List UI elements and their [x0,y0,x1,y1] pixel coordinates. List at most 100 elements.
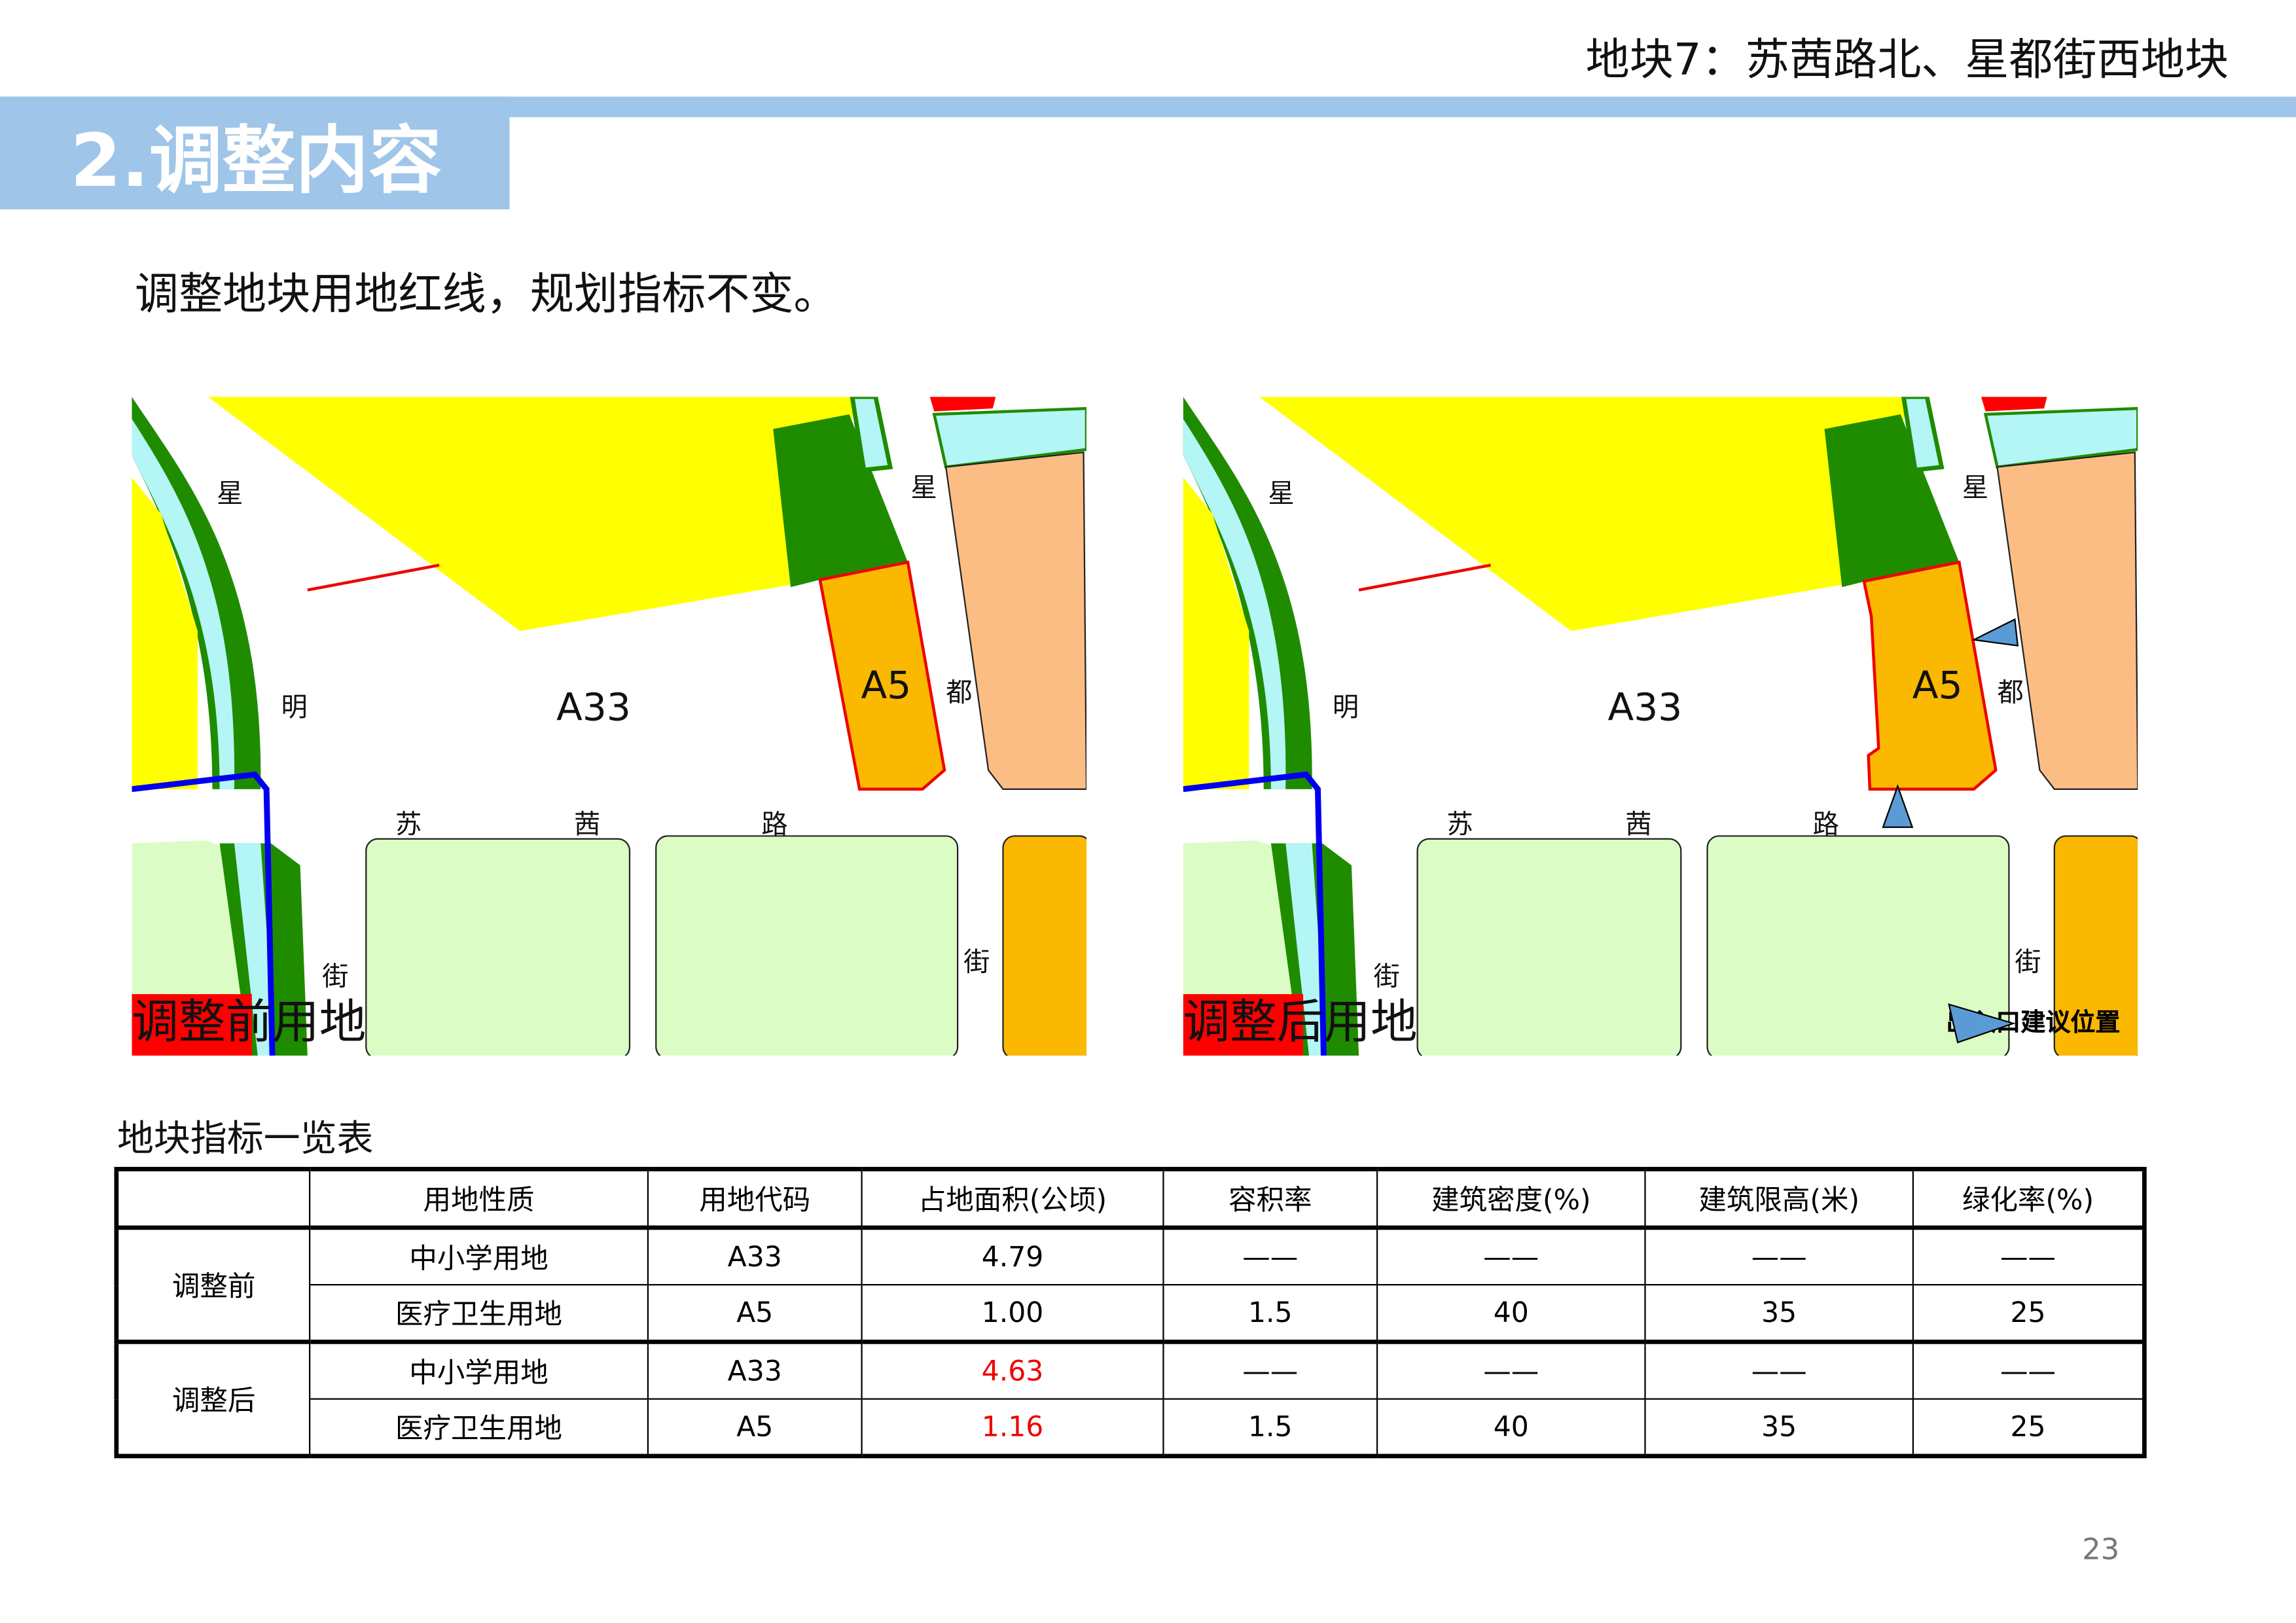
entrance-arrow-icon [1971,618,2019,647]
table-cell: 35 [1644,1284,1914,1344]
map-legend: 出入口建议位置 [1946,1001,2120,1044]
park-block-1 [1416,838,1682,1056]
table-header-row: 用地性质 用地代码 占地面积(公顷) 容积率 建筑密度(%) 建筑限高(米) 绿… [115,1167,2145,1230]
red-land-top [1981,397,2047,412]
road-label: 茜 [1625,810,1652,841]
table-cell: 医疗卫生用地 [309,1284,649,1344]
river-left [1183,418,1286,789]
road-label: 街 [2015,947,2041,978]
table-cell: 40 [1376,1284,1646,1344]
section-box [0,96,510,209]
table-cell: A5 [647,1398,863,1459]
table-cell: A33 [647,1226,863,1286]
header-cell: 用地代码 [647,1167,863,1230]
entrance-arrow-icon [1882,784,1914,829]
header-cell: 建筑限高(米) [1644,1167,1914,1230]
indicator-table: 用地性质 用地代码 占地面积(公顷) 容积率 建筑密度(%) 建筑限高(米) 绿… [114,1167,2147,1459]
school-plot-a33 [307,563,440,592]
water-strip-right [1983,406,2138,469]
plot-code-a5: A5 [1912,664,1963,709]
road-label: 星 [1962,473,1989,504]
red-land-top [929,397,996,412]
table-cell: 医疗卫生用地 [309,1398,649,1459]
table-row: 医疗卫生用地 A5 1.00 1.5 40 35 25 [117,1284,2145,1344]
park-block-2 [1706,835,2010,1056]
plot-code-a33: A33 [1607,687,1683,731]
group-label: 调整前 [115,1226,311,1344]
table-cell: —— [1376,1341,1646,1400]
road-label: 茜 [573,810,601,841]
table-cell: —— [1162,1341,1378,1400]
green-belt-block [1824,414,1960,588]
header-cell: 容积率 [1162,1167,1378,1230]
road-label: 明 [1332,692,1359,724]
table-title: 地块指标一览表 [117,1116,374,1160]
river-left [132,418,235,789]
river-lower [1285,843,1327,1056]
header-cell [115,1167,311,1230]
school-plot-a33 [1358,563,1491,592]
plot-code-a33: A33 [556,687,631,731]
table-row: 医疗卫生用地 A5 1.16 1.5 40 35 25 [117,1398,2145,1459]
road-label: 街 [963,947,990,978]
yellow-land-left [132,477,198,789]
table-cell: —— [1912,1226,2145,1286]
road-label: 路 [761,810,788,841]
section-title: 2.调整内容 [70,118,442,204]
road-label: 星 [910,473,937,504]
table-cell: —— [1644,1226,1914,1286]
road-label: 星 [217,478,243,510]
water-strip-top [1901,397,1945,473]
medical-block-bottom [2053,835,2138,1056]
yellow-land-left [1183,477,1249,789]
table-cell: —— [1376,1226,1646,1286]
table-cell: —— [1644,1341,1914,1400]
yellow-land-top [1259,397,1909,632]
road-label: 苏 [1446,810,1473,841]
medical-plot-a5 [1862,560,1998,791]
table-cell: 25 [1912,1284,2145,1344]
header-cell: 占地面积(公顷) [861,1167,1164,1230]
route-line [132,771,276,1056]
peach-block-right [1996,452,2138,790]
table-cell: 4.63 [861,1341,1164,1400]
peach-block-right [944,452,1087,790]
group-label: 调整后 [115,1341,311,1459]
table-cell: —— [1912,1341,2145,1400]
subtitle: 调整地块用地红线，规划指标不变。 [134,269,838,321]
red-land-corner [132,994,252,1056]
green-belt-block [773,414,908,588]
water-strip-top [850,397,893,473]
road-label: 街 [322,961,349,993]
header-cell: 建筑密度(%) [1376,1167,1646,1230]
medical-block-bottom [1002,835,1087,1056]
map-before: 星明街 苏 茜 路 星都街 A33 A5 调整前用地 [132,397,1087,1056]
table-cell: 1.5 [1162,1284,1378,1344]
route-line [1183,771,1327,1056]
table-cell: 1.5 [1162,1398,1378,1459]
page-header-title: 地块7：苏茜路北、星都街西地块 [1585,35,2229,86]
triangle-arrow-icon [1948,1003,2016,1044]
table-cell: A33 [647,1341,863,1400]
table-cell: 25 [1912,1398,2145,1459]
road-label: 路 [1812,810,1839,841]
page-number: 23 [2082,1531,2120,1567]
header-cell: 绿化率(%) [1912,1167,2145,1230]
table-cell: 1.00 [861,1284,1164,1344]
road-label: 星 [1268,478,1295,510]
road-label: 苏 [395,810,422,841]
road-label: 都 [946,677,973,709]
table-cell: 1.16 [861,1398,1164,1459]
road-label: 都 [1997,677,2024,709]
header-cell: 用地性质 [309,1167,649,1230]
river-lower [234,843,276,1056]
plot-code-a5: A5 [861,664,912,709]
red-land-corner [1183,994,1304,1056]
table-row: 调整前 中小学用地 A33 4.79 —— —— —— —— [115,1226,2145,1344]
yellow-land-top [207,397,857,632]
map-caption: 调整后用地 [1183,994,1418,1050]
park-block-2 [655,835,959,1056]
table-cell: 4.79 [861,1226,1164,1286]
table-cell: 40 [1376,1398,1646,1459]
table-row: 调整后 中小学用地 A33 4.63 —— —— —— —— [115,1341,2145,1459]
